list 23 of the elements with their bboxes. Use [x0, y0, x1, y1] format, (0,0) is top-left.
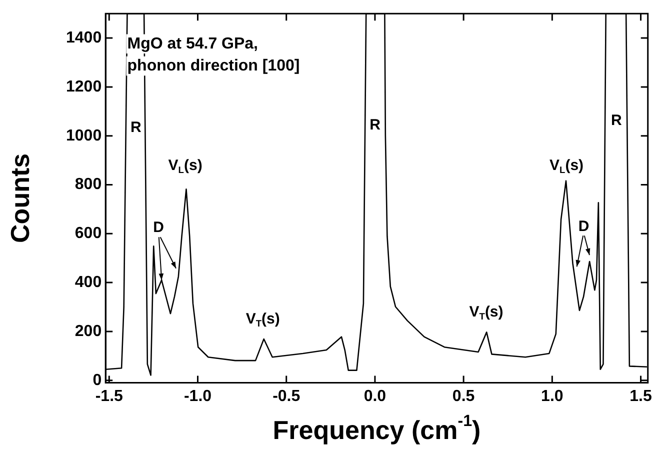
x-tick-label: -1.0: [184, 388, 212, 405]
y-tick-label: 1200: [66, 78, 102, 96]
y-tick-label: 1400: [66, 29, 102, 46]
y-tick-label: 200: [74, 322, 102, 340]
x-tick-label: 0.0: [364, 388, 386, 405]
x-tick-label: -0.5: [272, 388, 300, 405]
y-tick-label: 0: [92, 372, 102, 389]
annotation: R: [610, 112, 622, 129]
y-tick-label: 800: [74, 176, 102, 194]
annotation: R: [130, 118, 142, 136]
annotation: phonon direction [100]: [127, 57, 300, 74]
y-tick-label: 600: [74, 225, 102, 242]
annotation: R: [370, 116, 381, 134]
y-tick-label: 400: [74, 274, 102, 291]
y-tick-label: 1000: [66, 127, 102, 144]
x-tick-label: -1.5: [95, 388, 124, 405]
x-tick-label: 0.5: [452, 388, 475, 405]
x-tick-label: 1.0: [541, 388, 564, 405]
y-axis-title: Counts: [5, 153, 36, 243]
x-tick-label: 1.5: [630, 388, 652, 405]
annotation: D: [153, 219, 164, 236]
annotation: MgO at 54.7 GPa,: [127, 35, 258, 52]
annotation: D: [578, 218, 590, 235]
